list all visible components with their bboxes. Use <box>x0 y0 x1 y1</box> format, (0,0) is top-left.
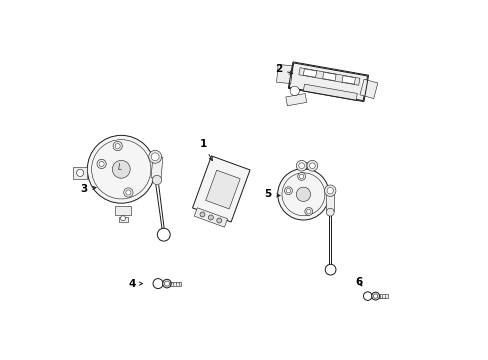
Circle shape <box>99 161 104 166</box>
Circle shape <box>306 209 310 213</box>
Text: 4: 4 <box>128 279 142 289</box>
Circle shape <box>151 153 159 161</box>
Circle shape <box>163 279 171 288</box>
Circle shape <box>325 264 335 275</box>
Polygon shape <box>298 68 359 85</box>
Circle shape <box>208 215 213 220</box>
Polygon shape <box>276 64 292 84</box>
Circle shape <box>304 207 312 215</box>
Circle shape <box>277 168 328 220</box>
Circle shape <box>325 208 333 216</box>
Polygon shape <box>359 79 377 99</box>
Circle shape <box>121 216 125 221</box>
Polygon shape <box>118 217 127 222</box>
Circle shape <box>326 188 333 194</box>
Polygon shape <box>115 206 131 215</box>
Circle shape <box>112 160 130 178</box>
Polygon shape <box>303 84 357 100</box>
Circle shape <box>371 292 379 300</box>
Circle shape <box>157 228 170 241</box>
Circle shape <box>284 187 292 195</box>
Circle shape <box>148 150 162 163</box>
Circle shape <box>296 160 306 171</box>
Circle shape <box>309 163 315 168</box>
Circle shape <box>289 86 299 95</box>
Polygon shape <box>151 156 163 179</box>
Polygon shape <box>322 72 335 81</box>
Text: 6: 6 <box>354 277 362 287</box>
Polygon shape <box>303 69 316 77</box>
Polygon shape <box>205 170 240 209</box>
Polygon shape <box>341 76 355 84</box>
Circle shape <box>97 159 106 168</box>
Circle shape <box>125 190 131 195</box>
Circle shape <box>297 172 305 180</box>
Circle shape <box>373 294 377 298</box>
Circle shape <box>87 135 155 203</box>
Circle shape <box>77 169 83 176</box>
Text: 1: 1 <box>200 139 212 161</box>
Text: 5: 5 <box>264 189 280 199</box>
Polygon shape <box>169 282 181 285</box>
Circle shape <box>152 175 162 185</box>
Polygon shape <box>289 63 367 100</box>
Polygon shape <box>194 208 227 227</box>
Polygon shape <box>192 156 249 222</box>
Polygon shape <box>285 94 306 106</box>
Polygon shape <box>325 192 333 211</box>
Circle shape <box>113 141 122 151</box>
Circle shape <box>324 185 335 197</box>
Polygon shape <box>73 167 87 179</box>
Circle shape <box>306 160 317 171</box>
Polygon shape <box>378 294 387 298</box>
Circle shape <box>123 188 133 197</box>
Circle shape <box>164 281 169 286</box>
Circle shape <box>363 292 371 300</box>
Text: 2: 2 <box>274 64 292 74</box>
Text: 3: 3 <box>80 184 96 194</box>
Circle shape <box>115 144 120 149</box>
Circle shape <box>299 174 303 179</box>
Circle shape <box>200 212 204 217</box>
Circle shape <box>298 163 304 168</box>
Circle shape <box>216 218 222 223</box>
Circle shape <box>285 189 290 193</box>
Circle shape <box>153 279 163 289</box>
Text: L: L <box>117 163 122 172</box>
Circle shape <box>296 187 310 202</box>
